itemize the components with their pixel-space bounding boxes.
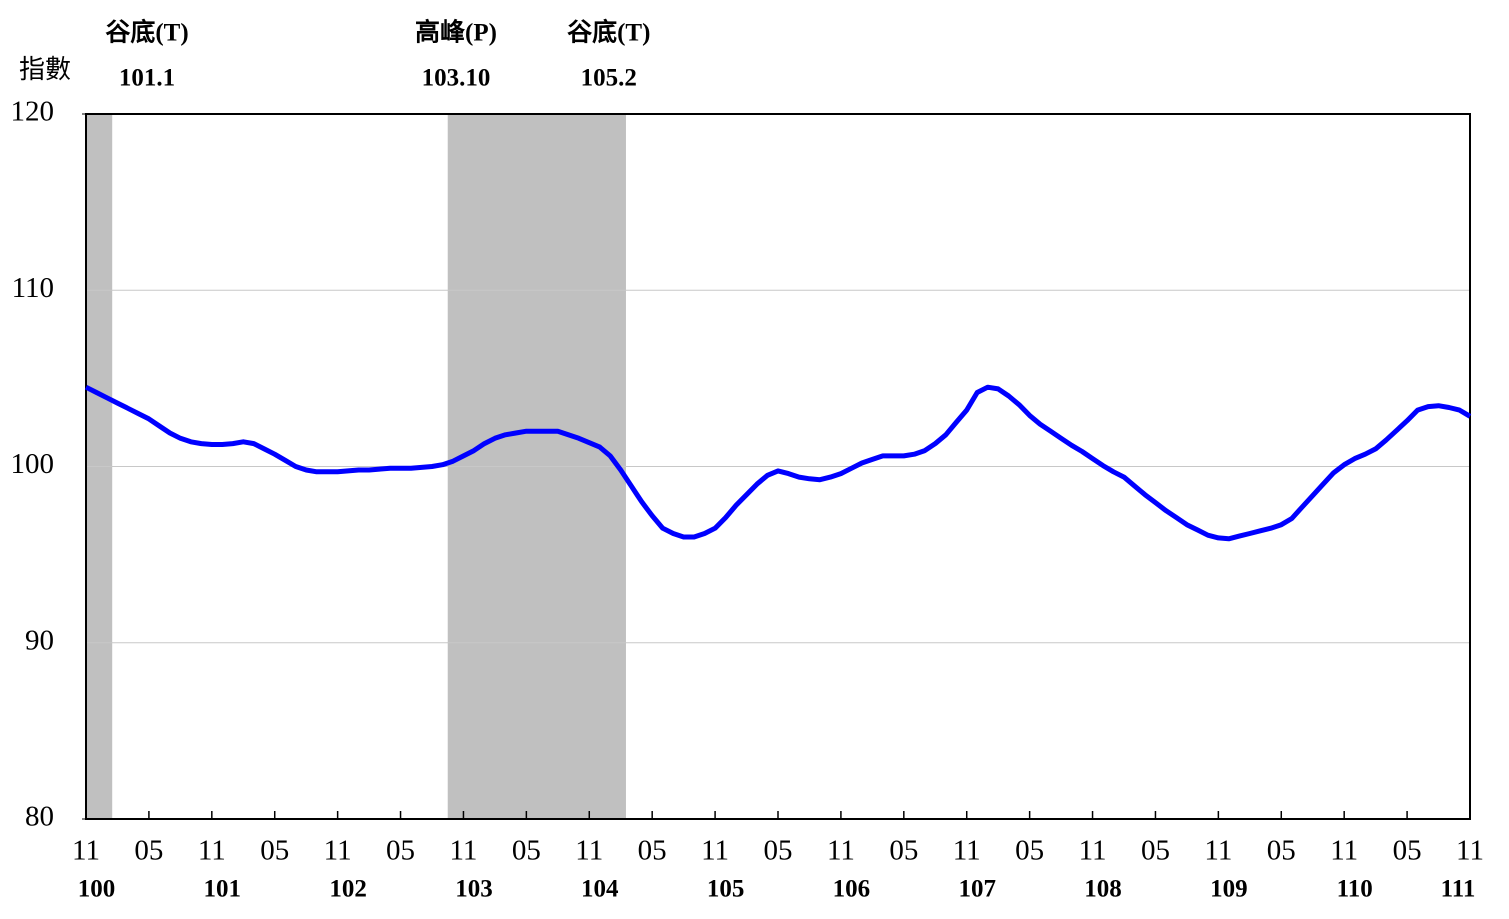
year-label: 108 bbox=[1084, 876, 1122, 903]
y-tick-label: 110 bbox=[12, 272, 54, 304]
year-label: 104 bbox=[581, 876, 619, 903]
x-tick-label: 05 bbox=[764, 835, 793, 867]
x-tick-label: 11 bbox=[575, 835, 603, 867]
x-tick-label: 11 bbox=[1330, 835, 1358, 867]
x-tick-label: 05 bbox=[1267, 835, 1296, 867]
x-tick-label: 05 bbox=[1141, 835, 1170, 867]
year-label: 105 bbox=[707, 876, 745, 903]
turning-point-label: 谷底(T) bbox=[105, 18, 188, 47]
x-tick-label: 05 bbox=[1393, 835, 1422, 867]
x-tick-label: 11 bbox=[1456, 835, 1484, 867]
turning-point-date: 105.2 bbox=[581, 65, 637, 92]
x-tick-label: 05 bbox=[889, 835, 918, 867]
turning-point-label: 高峰(P) bbox=[415, 18, 497, 47]
x-tick-label: 11 bbox=[1204, 835, 1232, 867]
x-tick-label: 11 bbox=[198, 835, 226, 867]
data-line bbox=[84, 384, 1472, 542]
turning-point-label: 谷底(T) bbox=[567, 18, 650, 47]
year-label: 107 bbox=[958, 876, 996, 903]
year-label: 109 bbox=[1210, 876, 1248, 903]
x-tick-label: 05 bbox=[1015, 835, 1044, 867]
x-tick-label: 11 bbox=[449, 835, 477, 867]
y-tick-label: 100 bbox=[11, 448, 55, 480]
x-tick-label: 11 bbox=[1079, 835, 1107, 867]
year-label: 100 bbox=[78, 876, 116, 903]
x-tick-label: 05 bbox=[512, 835, 541, 867]
x-tick-label: 11 bbox=[827, 835, 855, 867]
x-tick-label: 11 bbox=[953, 835, 981, 867]
y-tick-label: 120 bbox=[11, 96, 55, 128]
y-tick-label: 80 bbox=[25, 801, 54, 833]
x-tick-label: 05 bbox=[638, 835, 667, 867]
year-label: 102 bbox=[329, 876, 367, 903]
x-tick-label: 05 bbox=[386, 835, 415, 867]
y-tick-label: 90 bbox=[25, 624, 54, 656]
year-label: 103 bbox=[455, 876, 493, 903]
turning-point-date: 103.10 bbox=[422, 65, 491, 92]
x-tick-label: 05 bbox=[134, 835, 163, 867]
year-label: 106 bbox=[833, 876, 871, 903]
y-axis-label: 指數 bbox=[19, 55, 71, 84]
x-tick-label: 05 bbox=[260, 835, 289, 867]
x-tick-label: 11 bbox=[324, 835, 352, 867]
turning-point-date: 101.1 bbox=[119, 65, 175, 92]
year-label: 111 bbox=[1441, 876, 1476, 903]
year-label: 101 bbox=[204, 876, 242, 903]
x-tick-label: 11 bbox=[701, 835, 729, 867]
year-label: 110 bbox=[1337, 876, 1373, 903]
x-tick-label: 11 bbox=[72, 835, 100, 867]
